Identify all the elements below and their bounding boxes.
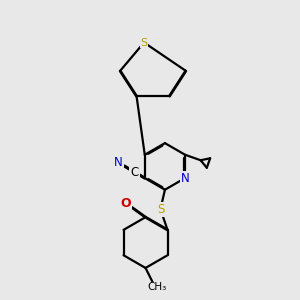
Text: CH₃: CH₃ [147,282,167,292]
Text: S: S [157,202,164,216]
Text: S: S [140,38,148,47]
Text: N: N [181,172,190,184]
Text: N: N [114,156,123,169]
Text: C: C [130,166,139,178]
Text: O: O [121,197,131,210]
